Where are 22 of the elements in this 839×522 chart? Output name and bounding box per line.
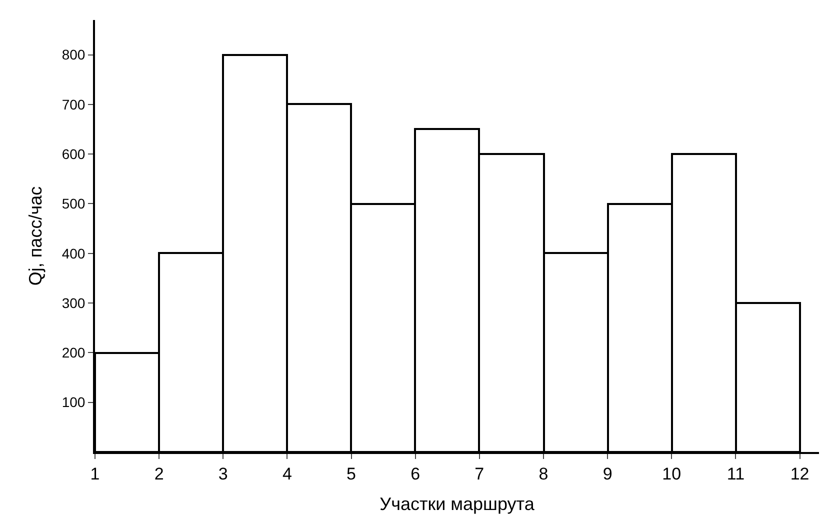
y-tick-label: 400 <box>62 245 86 262</box>
x-tick-label: 4 <box>282 464 292 484</box>
x-tick-label: 3 <box>218 464 228 484</box>
x-tick-label: 12 <box>790 464 810 484</box>
y-tick-label: 300 <box>62 294 86 311</box>
x-tick-label: 7 <box>474 464 484 484</box>
x-tick-label: 6 <box>410 464 420 484</box>
x-tick-label: 9 <box>602 464 612 484</box>
y-tick-label: 100 <box>62 394 86 410</box>
x-tick-label: 5 <box>346 464 356 484</box>
x-tick-label: 2 <box>154 464 164 484</box>
x-axis-title: Участки маршрута <box>380 494 536 514</box>
y-axis-title: Qj, пасс/час <box>26 186 46 286</box>
y-tick-label: 700 <box>62 96 86 112</box>
x-tick-label: 11 <box>726 464 745 484</box>
x-tick-label: 10 <box>662 464 682 484</box>
y-tick-label: 500 <box>62 196 86 212</box>
y-tick-label: 600 <box>62 146 86 162</box>
y-tick-label: 800 <box>62 46 86 63</box>
y-tick-label: 200 <box>62 344 86 361</box>
x-tick-label: 8 <box>538 464 548 484</box>
x-tick-label: 1 <box>90 464 100 484</box>
